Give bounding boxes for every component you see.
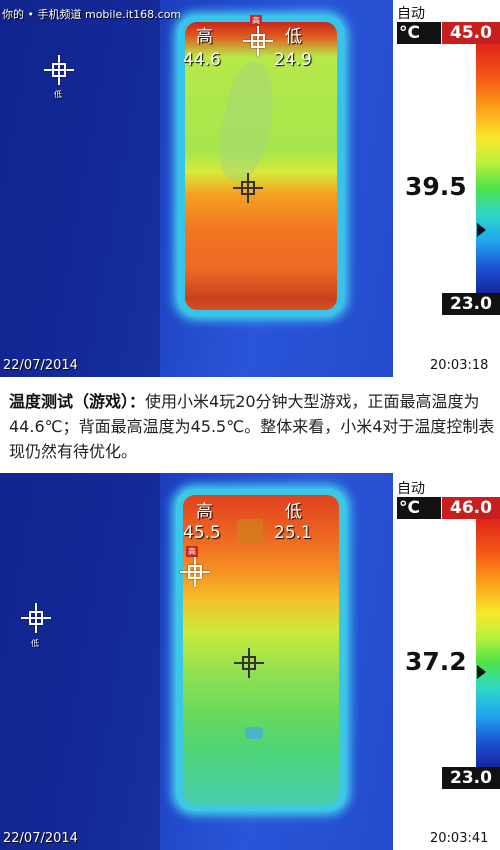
scale-max-value: 46.0 (442, 497, 500, 519)
phone-heat-map (185, 22, 337, 310)
capture-date: 22/07/2014 (3, 358, 78, 373)
color-scale-bar (476, 44, 500, 293)
high-temp-label: 高 (196, 502, 213, 522)
center-temp-value: 39.5 (405, 172, 467, 201)
capture-time: 20:03:18 (430, 358, 489, 373)
scale-min-value: 23.0 (442, 767, 500, 789)
low-temp-label: 低 (285, 27, 302, 47)
high-spot-tag: 高 (186, 546, 198, 557)
thermal-image-front: 你的 • 手机频道 mobile.it168.com 高 低 44.6 24.9… (0, 0, 500, 377)
unit-label: °C (397, 22, 441, 44)
scale-pointer (477, 665, 486, 680)
center-crosshair (234, 648, 264, 678)
low-spot-tag: 低 (31, 639, 39, 648)
thermal-image-back: 高 低 45.5 25.1 高 低 自动 °C 46.0 37.2 23.0 2… (0, 473, 500, 850)
site-watermark: 你的 • 手机频道 mobile.it168.com (2, 8, 182, 21)
scale-min-value: 23.0 (442, 293, 500, 315)
high-spot-tag: 高 (250, 15, 262, 26)
high-spot-crosshair (180, 557, 210, 587)
low-temp-value: 24.9 (274, 50, 312, 70)
center-temp-value: 37.2 (405, 647, 467, 676)
low-spot-crosshair (44, 55, 74, 85)
high-temp-label: 高 (196, 27, 213, 47)
high-spot-crosshair (243, 26, 273, 56)
camera-heat-spot (237, 519, 263, 543)
center-crosshair (233, 173, 263, 203)
caption-title: 温度测试（游戏）： (9, 392, 146, 411)
caption: 温度测试（游戏）：使用小米4玩20分钟大型游戏，正面最高温度为44.6℃；背面最… (9, 389, 499, 464)
mode-label: 自动 (397, 6, 425, 22)
logo-cool-spot (245, 727, 263, 739)
scale-max-value: 45.0 (442, 22, 500, 44)
low-temp-label: 低 (285, 502, 302, 522)
cool-streak (211, 58, 283, 186)
capture-time: 20:03:41 (430, 831, 489, 846)
high-temp-value: 44.6 (183, 50, 221, 70)
capture-date: 22/07/2014 (3, 831, 78, 846)
scale-pointer (477, 223, 486, 237)
unit-label: °C (397, 497, 441, 519)
phone-heat-map (183, 495, 339, 805)
dark-background-area (0, 0, 160, 377)
high-temp-value: 45.5 (183, 523, 221, 543)
dark-background-area (0, 473, 160, 850)
caption-text: 使用小米4玩20分钟大型游戏，正面最高温度为44.6℃；背面最高温度为45.5℃… (9, 392, 495, 461)
color-scale-bar (476, 519, 500, 767)
low-temp-value: 25.1 (274, 523, 312, 543)
low-spot-crosshair (21, 603, 51, 633)
mode-label: 自动 (397, 481, 425, 497)
low-spot-tag: 低 (54, 90, 62, 99)
